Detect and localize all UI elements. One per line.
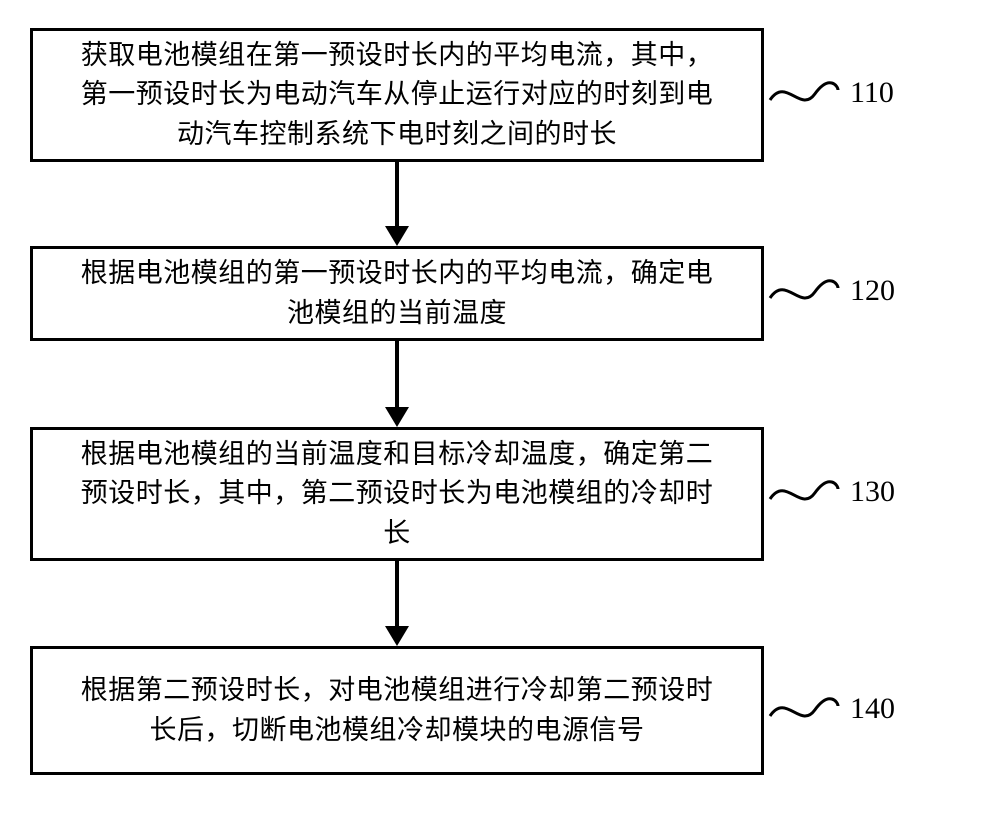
flow-node-text: 获取电池模组在第一预设时长内的平均电流，其中， 第一预设时长为电动汽车从停止运行…: [81, 36, 714, 153]
flow-node-text: 根据电池模组的第一预设时长内的平均电流，确定电 池模组的当前温度: [81, 254, 714, 332]
flow-node-n110: 获取电池模组在第一预设时长内的平均电流，其中， 第一预设时长为电动汽车从停止运行…: [30, 28, 764, 162]
connector-tilde-icon: [768, 477, 840, 509]
flow-node-n130: 根据电池模组的当前温度和目标冷却温度，确定第二 预设时长，其中，第二预设时长为电…: [30, 427, 764, 561]
connector-tilde-icon: [768, 694, 840, 726]
flow-node-label: 110: [850, 76, 894, 110]
flow-edge-arrowhead-icon: [385, 226, 409, 246]
flowchart-canvas: 获取电池模组在第一预设时长内的平均电流，其中， 第一预设时长为电动汽车从停止运行…: [0, 0, 1000, 817]
flow-node-label: 140: [850, 692, 895, 726]
flow-node-n140: 根据第二预设时长，对电池模组进行冷却第二预设时 长后，切断电池模组冷却模块的电源…: [30, 646, 764, 775]
flow-node-label: 130: [850, 475, 895, 509]
flow-node-label: 120: [850, 274, 895, 308]
connector-tilde-icon: [768, 276, 840, 308]
flow-edge-arrowhead-icon: [385, 407, 409, 427]
flow-node-text: 根据电池模组的当前温度和目标冷却温度，确定第二 预设时长，其中，第二预设时长为电…: [81, 435, 714, 552]
flow-edge-line: [395, 561, 399, 628]
flow-edge-arrowhead-icon: [385, 626, 409, 646]
flow-node-n120: 根据电池模组的第一预设时长内的平均电流，确定电 池模组的当前温度: [30, 246, 764, 341]
flow-node-text: 根据第二预设时长，对电池模组进行冷却第二预设时 长后，切断电池模组冷却模块的电源…: [81, 671, 714, 749]
flow-edge-line: [395, 341, 399, 409]
flow-edge-line: [395, 162, 399, 228]
connector-tilde-icon: [768, 78, 840, 110]
